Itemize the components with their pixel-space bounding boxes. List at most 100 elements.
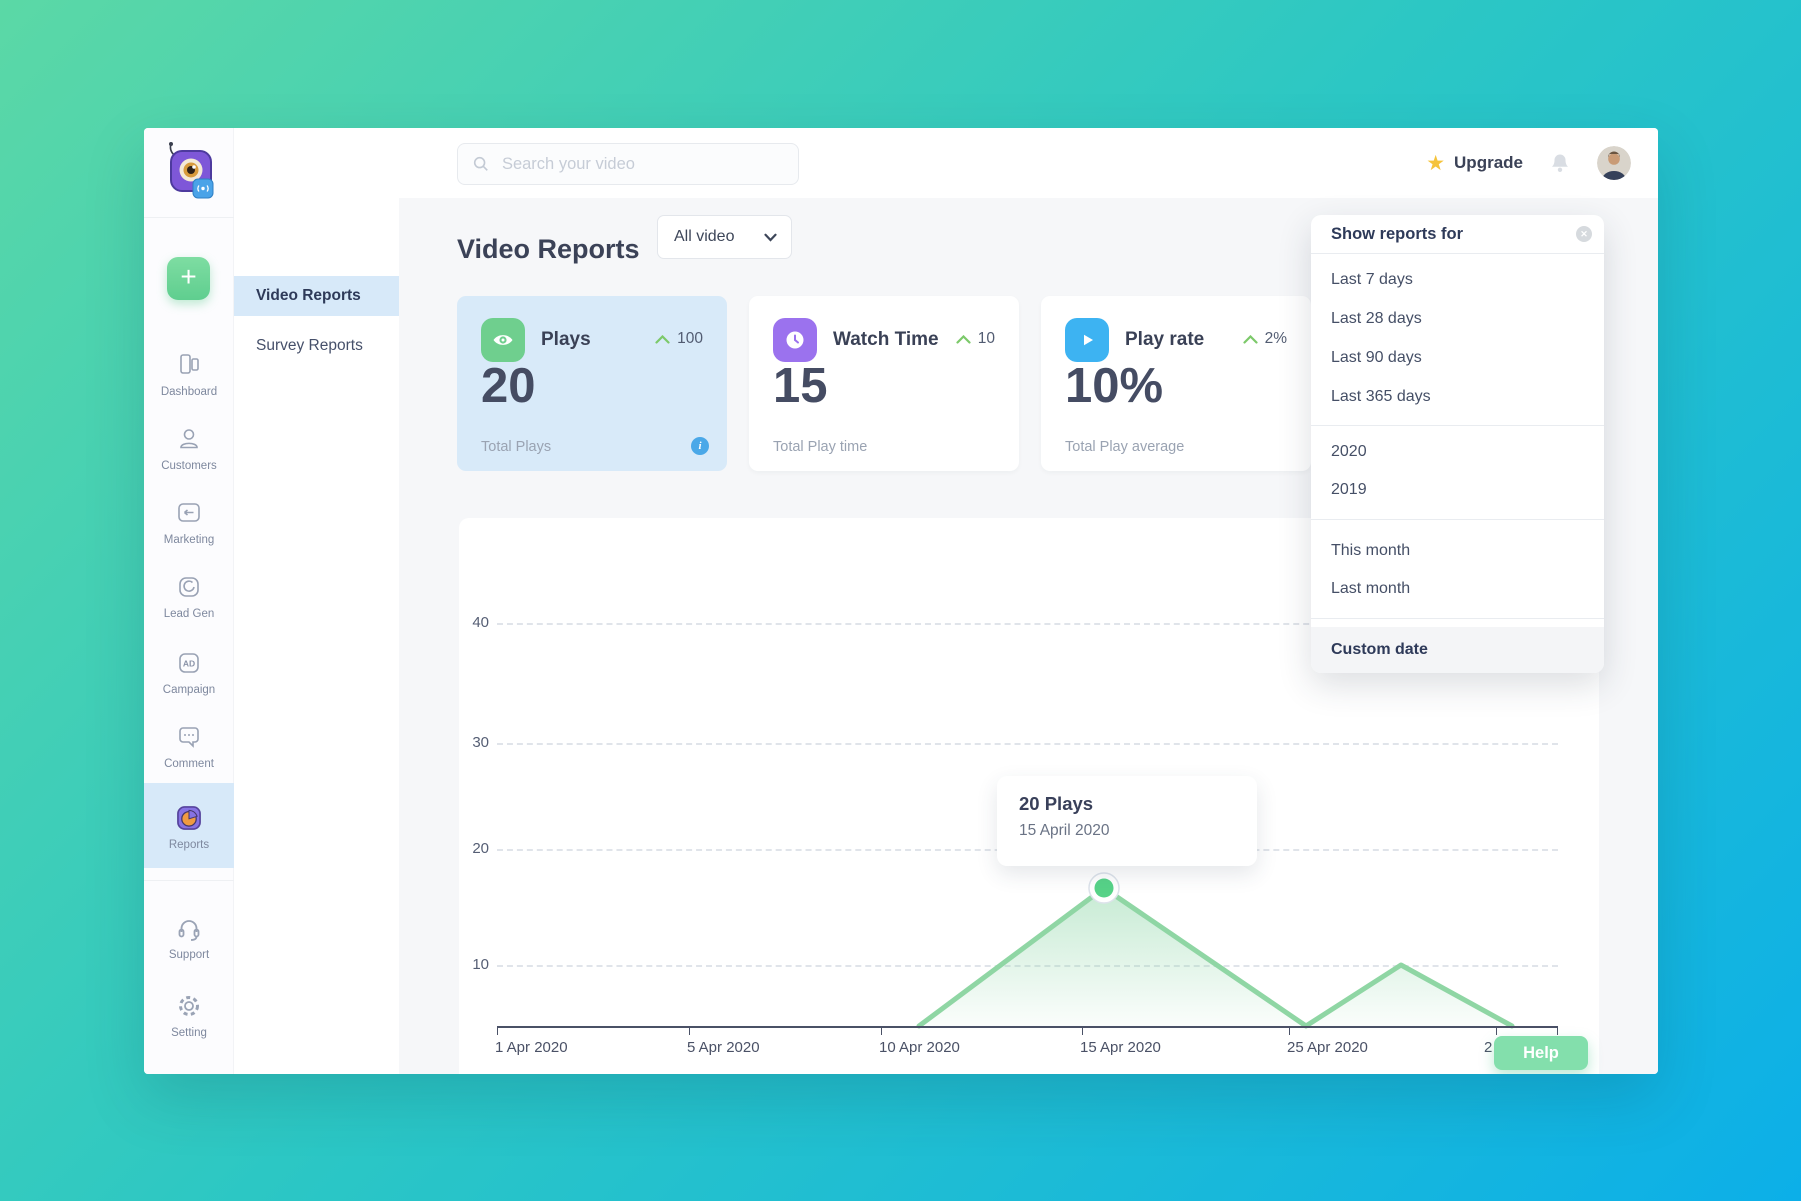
sidebar-item-label: Setting [171, 1027, 207, 1039]
stat-delta-value: 10 [977, 330, 995, 347]
upgrade-button[interactable]: Upgrade [1454, 153, 1523, 172]
divider [1311, 253, 1604, 254]
subnav-item-survey-reports[interactable]: Survey Reports [256, 337, 363, 354]
customers-icon [180, 429, 198, 449]
stat-card-play-rate[interactable]: Play rate 2% 10% Total Play average [1041, 296, 1311, 471]
eye-icon [481, 318, 525, 362]
clock-icon [773, 318, 817, 362]
stat-title: Play rate [1125, 329, 1205, 350]
search-input[interactable] [499, 153, 784, 175]
info-icon[interactable] [691, 437, 709, 455]
video-filter-value: All video [674, 228, 735, 245]
menu-item-last-365-days[interactable]: Last 365 days [1331, 388, 1431, 405]
sidebar-item-label: Lead Gen [163, 608, 215, 620]
sidebar-item-label: Reports [168, 838, 210, 851]
sidebar-item-comment[interactable]: Comment [144, 720, 234, 770]
sidebar-item-reports[interactable]: Reports [144, 783, 234, 868]
y-axis-tick: 40 [472, 614, 489, 631]
divider [144, 880, 234, 881]
x-axis-label: 2 [1484, 1039, 1493, 1056]
sidebar-item-campaign[interactable]: AD Campaign [144, 646, 234, 696]
sidebar-item-setting[interactable]: Setting [144, 989, 234, 1039]
gear-icon [179, 996, 199, 1016]
svg-text:AD: AD [183, 659, 195, 669]
chevron-up-icon [655, 334, 670, 344]
user-avatar[interactable] [1597, 146, 1631, 180]
ad-campaign-icon: AD [179, 653, 199, 673]
x-axis-tick-mark [1496, 1027, 1497, 1035]
sidebar-item-label: Customers [161, 460, 217, 472]
menu-item-this-month[interactable]: This month [1331, 542, 1411, 559]
divider [144, 217, 234, 218]
chart-tooltip: 20 Plays 15 April 2020 [997, 776, 1257, 866]
headset-icon [178, 920, 200, 941]
sidebar-item-lead-gen[interactable]: Lead Gen [144, 570, 234, 620]
menu-item-last-month[interactable]: Last month [1331, 580, 1411, 597]
menu-item-last-7-days[interactable]: Last 7 days [1331, 271, 1413, 288]
stat-title: Watch Time [833, 329, 939, 350]
app-window: + Dashboard Customers Marketing Lead Gen [144, 128, 1658, 1074]
divider [1311, 425, 1604, 426]
marketing-icon [178, 503, 200, 522]
x-axis-tick-mark [1289, 1027, 1290, 1035]
sidebar-item-label: Dashboard [160, 386, 218, 398]
menu-item-2019[interactable]: 2019 [1331, 481, 1367, 498]
search-icon [473, 156, 488, 171]
stat-delta: 10 [956, 330, 995, 348]
stat-card-watch-time[interactable]: Watch Time 10 15 Total Play time [749, 296, 1019, 471]
menu-item-last-28-days[interactable]: Last 28 days [1331, 310, 1422, 327]
gridline [497, 623, 1558, 625]
tooltip-date: 15 April 2020 [1019, 822, 1110, 839]
notifications-bell-icon[interactable] [1549, 152, 1571, 174]
sidebar-item-label: Comment [164, 758, 214, 770]
sidebar-item-marketing[interactable]: Marketing [144, 496, 234, 546]
stat-card-plays[interactable]: Plays 100 20 Total Plays [457, 296, 727, 471]
stat-value: 10% [1065, 359, 1164, 413]
stat-delta-value: 100 [677, 330, 703, 347]
stat-footer: Total Play time [773, 439, 868, 455]
reports-pie-icon [177, 805, 201, 830]
plays-chart: 40 30 20 10 [459, 518, 1599, 1074]
video-filter-select[interactable]: All video [657, 215, 792, 259]
stat-value: 15 [773, 359, 828, 413]
x-axis-label: 1 Apr 2020 [495, 1039, 568, 1056]
subnav-item-video-reports[interactable]: Video Reports [234, 276, 399, 316]
dropdown-title: Show reports for [1331, 225, 1464, 243]
x-axis-label: 5 Apr 2020 [687, 1039, 760, 1056]
sidebar-item-customers[interactable]: Customers [144, 422, 234, 472]
sidebar-item-label: Support [168, 949, 210, 961]
chevron-down-icon [764, 233, 777, 242]
dashboard-icon [180, 354, 199, 374]
close-icon[interactable] [1576, 226, 1592, 242]
stat-footer: Total Plays [481, 439, 552, 455]
app-logo-icon [162, 140, 218, 200]
gridline [497, 743, 1558, 745]
sidebar-item-dashboard[interactable]: Dashboard [144, 348, 234, 398]
chevron-up-icon [1242, 334, 1258, 344]
menu-item-last-90-days[interactable]: Last 90 days [1331, 349, 1422, 366]
help-button[interactable]: Help [1494, 1036, 1588, 1070]
topbar: Upgrade [399, 128, 1658, 199]
lead-gen-icon [179, 577, 199, 597]
sidebar-item-label: Marketing [163, 534, 215, 546]
x-axis-tick-mark [497, 1027, 498, 1035]
x-axis [497, 1026, 1558, 1028]
x-axis-tick-mark [1557, 1027, 1558, 1035]
x-axis-label: 15 Apr 2020 [1080, 1039, 1161, 1056]
sidebar-item-label: Campaign [162, 684, 216, 696]
menu-item-custom-date[interactable]: Custom date [1311, 627, 1604, 673]
stat-footer: Total Play average [1065, 439, 1185, 455]
show-reports-dropdown: Show reports for Last 7 days Last 28 day… [1311, 215, 1604, 673]
x-axis-label: 10 Apr 2020 [879, 1039, 960, 1056]
stat-value: 20 [481, 359, 536, 413]
stat-delta-value: 2% [1264, 330, 1287, 347]
create-new-button[interactable]: + [167, 257, 210, 300]
plus-icon: + [180, 261, 197, 292]
x-axis-tick-mark [881, 1027, 882, 1035]
menu-item-2020[interactable]: 2020 [1331, 443, 1367, 460]
sidebar-item-support[interactable]: Support [144, 911, 234, 961]
reports-subnav: Video Reports Survey Reports [234, 128, 399, 1074]
page-title: Video Reports [457, 234, 640, 265]
stat-title: Plays [541, 329, 591, 350]
topbar-right: Upgrade [1426, 128, 1631, 198]
